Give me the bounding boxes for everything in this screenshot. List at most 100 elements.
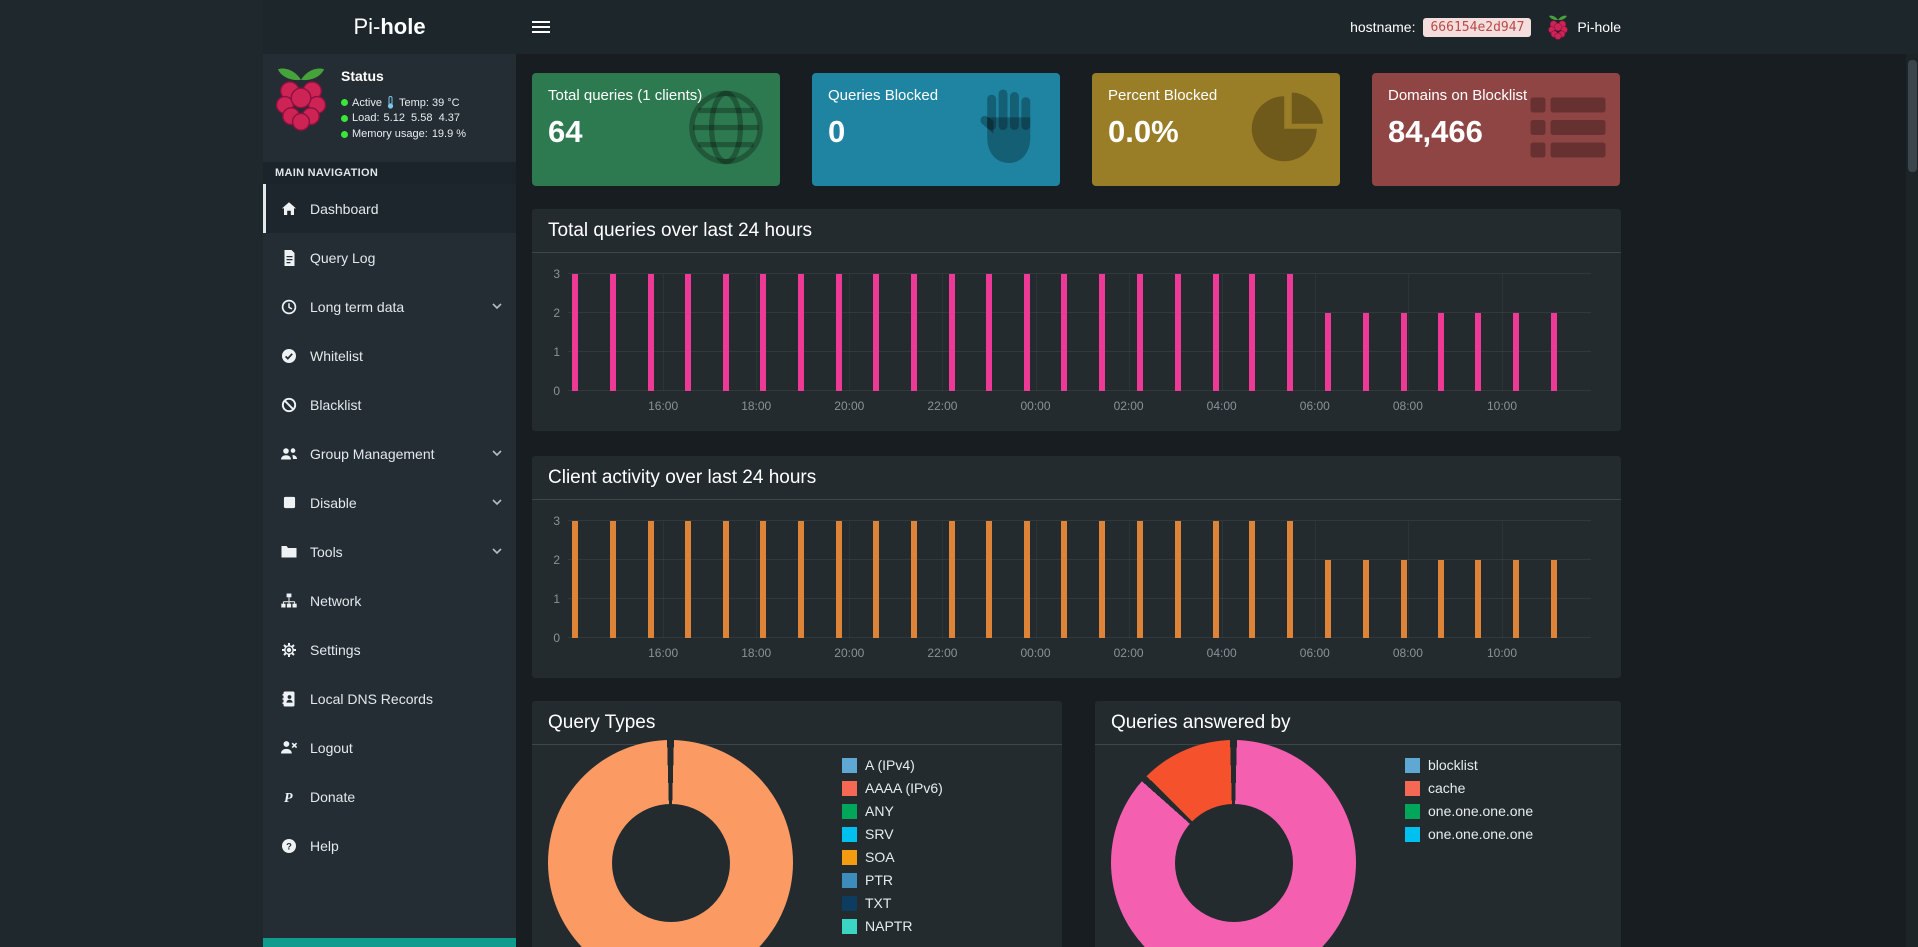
status-memory-label: Memory usage:: [352, 128, 428, 140]
hamburger-menu-button[interactable]: [532, 0, 568, 54]
status-line-memory: Memory usage: 19.9 %: [341, 128, 466, 140]
chart-bar: [1061, 274, 1068, 391]
card-title: Percent Blocked: [1108, 87, 1218, 104]
legend-label: NAPTR: [865, 918, 913, 934]
status-active-label: Active: [352, 96, 382, 109]
legend-label: cache: [1428, 780, 1466, 796]
sidebar: Status Active Temp: 39 °C Load: 5.12 5.5…: [263, 54, 516, 947]
product-name[interactable]: Pi-hole: [1577, 19, 1621, 35]
status-memory-value: 19.9 %: [431, 128, 467, 140]
chart-bar: [1437, 560, 1444, 638]
legend-item[interactable]: SOA: [842, 849, 943, 865]
legend-item[interactable]: ANY: [842, 803, 943, 819]
ban-icon: [279, 397, 299, 413]
list-icon: [1528, 92, 1608, 167]
legend-item[interactable]: NAPTR: [842, 918, 943, 934]
chart-bar: [910, 274, 917, 391]
chart-bar: [1437, 313, 1444, 391]
legend-item[interactable]: AAAA (IPv6): [842, 780, 943, 796]
legend-swatch: [842, 826, 857, 842]
stat-card-queries-blocked: Queries Blocked 0: [812, 73, 1060, 186]
sidebar-item-long-term-data[interactable]: Long term data: [263, 282, 516, 331]
legend-swatch: [842, 918, 857, 934]
chart-bar: [836, 521, 843, 638]
chart-bar: [948, 274, 955, 391]
legend-item[interactable]: blocklist: [1405, 757, 1533, 773]
chart-bar: [986, 274, 993, 391]
chart-bar: [1061, 521, 1068, 638]
sidebar-item-whitelist[interactable]: Whitelist: [263, 331, 516, 380]
status-dot: [341, 130, 348, 138]
legend-item[interactable]: one.one.one.one: [1405, 803, 1533, 819]
svg-text:?: ?: [286, 841, 292, 852]
chart-bar: [1325, 560, 1332, 638]
chart-bar: [1513, 313, 1520, 391]
file-icon: [279, 249, 299, 266]
scrollbar-thumb[interactable]: [1908, 60, 1917, 172]
sidebar-item-query-log[interactable]: Query Log: [263, 233, 516, 282]
users-icon: [279, 447, 299, 461]
status-load-values: 5.12 5.58 4.37: [383, 112, 460, 124]
scrollbar[interactable]: [1906, 54, 1918, 947]
chart-bar: [1024, 274, 1031, 391]
pihole-raspberry-icon[interactable]: [1547, 14, 1569, 40]
legend-label: TXT: [865, 895, 892, 911]
chevron-down-icon: [492, 548, 502, 555]
chart-bar: [610, 521, 616, 638]
sidebar-item-label: Tools: [310, 543, 343, 560]
chart-bar: [1400, 560, 1407, 638]
legend-swatch: [842, 780, 857, 796]
sidebar-item-label: Whitelist: [310, 347, 363, 364]
sidebar-item-network[interactable]: Network: [263, 576, 516, 625]
sidebar-section-label: MAIN NAVIGATION: [263, 162, 516, 184]
chart-bar: [798, 521, 805, 638]
sidebar-item-label: Logout: [310, 739, 353, 756]
brand-text-bold: hole: [380, 14, 426, 39]
chart-bar: [1212, 521, 1219, 638]
chart-bar: [1136, 274, 1143, 391]
legend-item[interactable]: SRV: [842, 826, 943, 842]
stat-card-percent-blocked: Percent Blocked 0.0%: [1092, 73, 1340, 186]
chart-bar: [1249, 521, 1256, 638]
status-panel: Status Active Temp: 39 °C Load: 5.12 5.5…: [263, 54, 516, 162]
main-content: Total queries (1 clients) 64 Queries Blo…: [516, 54, 1918, 947]
chevron-down-icon: [492, 303, 502, 310]
chart-bar: [1362, 313, 1369, 391]
sidebar-brand[interactable]: Pi-hole: [263, 0, 516, 54]
x-axis: 16:00 18:00 20:00 22:00 00:00 02:00 04:00 06:00…: [648, 399, 1517, 413]
sidebar-item-tools[interactable]: Tools: [263, 527, 516, 576]
legend-item[interactable]: A (IPv4): [842, 757, 943, 773]
sidebar-item-group-management[interactable]: Group Management: [263, 429, 516, 478]
legend-swatch: [1405, 826, 1420, 842]
sidebar-item-donate[interactable]: P Donate: [263, 772, 516, 821]
chart-bar: [836, 274, 843, 391]
sidebar-item-disable[interactable]: Disable: [263, 478, 516, 527]
chart-legend: A (IPv4) AAAA (IPv6) ANY SRV SOA PTR TXT NAPTR: [842, 757, 943, 934]
legend-item[interactable]: cache: [1405, 780, 1533, 796]
legend-swatch: [842, 872, 857, 888]
legend-item[interactable]: TXT: [842, 895, 943, 911]
legend-label: PTR: [865, 872, 893, 888]
chart-bar: [1287, 521, 1294, 638]
home-icon: [279, 201, 299, 217]
panel-queries-answered: Queries answered by blocklist cache one.on…: [1095, 701, 1621, 947]
status-line-active: Active Temp: 39 °C: [341, 96, 460, 109]
bar-chart-plot: [568, 273, 1591, 391]
chart-bar: [760, 274, 767, 391]
pie-chart-icon: [1248, 87, 1328, 172]
sidebar-item-local-dns-records[interactable]: Local DNS Records: [263, 674, 516, 723]
sidebar-item-logout[interactable]: Logout: [263, 723, 516, 772]
sidebar-item-settings[interactable]: Settings: [263, 625, 516, 674]
sidebar-item-help[interactable]: ? Help: [263, 821, 516, 870]
legend-swatch: [1405, 803, 1420, 819]
chart-bar: [1362, 560, 1369, 638]
sidebar-item-blacklist[interactable]: Blacklist: [263, 380, 516, 429]
chart-bar: [1249, 274, 1256, 391]
legend-item[interactable]: one.one.one.one: [1405, 826, 1533, 842]
sidebar-item-dashboard[interactable]: Dashboard: [263, 184, 516, 233]
x-axis: 16:00 18:00 20:00 22:00 00:00 02:00 04:00 06:00…: [648, 646, 1517, 660]
legend-item[interactable]: PTR: [842, 872, 943, 888]
panel-title: Queries answered by: [1095, 701, 1621, 745]
chart-bar: [647, 274, 654, 391]
